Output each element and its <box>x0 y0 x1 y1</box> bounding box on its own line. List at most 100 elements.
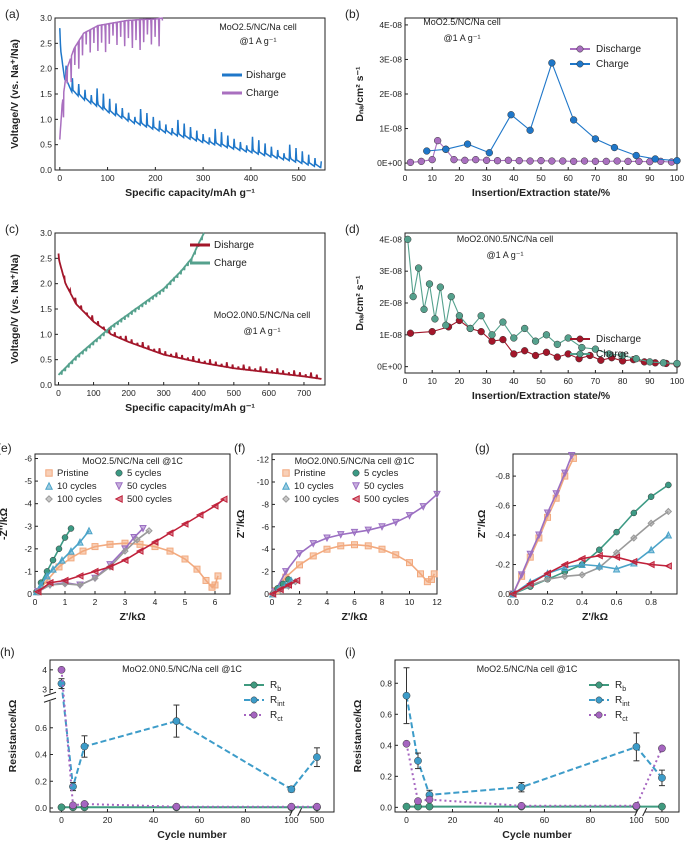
panel-a-ytick-label: 0.0 <box>40 165 52 175</box>
xtick-label: 60 <box>195 815 205 825</box>
data-point <box>578 560 586 569</box>
data-point <box>75 572 84 580</box>
panel-d-xtick-label: 80 <box>618 376 628 386</box>
panel-b-xtick-label: 50 <box>536 173 546 183</box>
xtick-label: 0 <box>404 815 409 825</box>
legend-label: 100 cycles <box>57 494 102 505</box>
data-point <box>90 567 99 576</box>
legend-label: 5 cycles <box>364 468 399 479</box>
data-point <box>664 562 672 570</box>
panel-f-ytick-label: -4 <box>261 544 269 554</box>
axis-break-mark <box>43 697 57 703</box>
data-point <box>526 126 534 134</box>
panel-e-ytick-label: -3 <box>24 521 32 531</box>
legend-marker <box>282 469 290 477</box>
panel-e-ytick-label: -4 <box>24 499 32 509</box>
data-point <box>423 147 431 155</box>
data-point <box>442 145 450 153</box>
data-point <box>537 157 545 165</box>
panel-d-ytick-label: 0E+00 <box>377 362 402 372</box>
data-point <box>106 540 114 548</box>
panel-d-xtick-label: 20 <box>455 376 465 386</box>
panel-c-xtick-label: 300 <box>157 388 171 398</box>
data-point <box>296 561 303 569</box>
axis-break-mark <box>43 691 57 697</box>
data-point <box>450 155 458 164</box>
panel-b-xtick-label: 10 <box>427 173 437 183</box>
data-point <box>172 802 181 811</box>
data-point <box>211 581 219 589</box>
data-point <box>535 531 543 540</box>
charge-curve <box>57 232 205 376</box>
panel-d-xtick-label: 50 <box>536 376 546 386</box>
data-point <box>559 157 567 165</box>
panel-a-ytick-label: 3.0 <box>40 13 52 23</box>
panel-d-xtick-label: 30 <box>482 376 492 386</box>
panel-b-xtick-label: 0 <box>403 173 408 183</box>
data-point <box>543 575 552 583</box>
data-point <box>268 590 277 598</box>
panel-a-xtick-label: 400 <box>244 173 258 183</box>
panel-annotation: @1 A g⁻¹ <box>244 326 281 336</box>
data-point <box>57 665 66 674</box>
xtick-label: 40 <box>494 815 504 825</box>
data-point <box>632 151 640 160</box>
xtick-label: 500 <box>655 815 669 825</box>
panel-f-xtick-label: 4 <box>325 597 330 607</box>
panel-a-xtick-label: 500 <box>292 173 306 183</box>
data-point <box>433 136 442 145</box>
data-point <box>428 155 436 164</box>
panel-c-xtick-label: 0 <box>56 388 61 398</box>
panel-c-xtick-label: 400 <box>192 388 206 398</box>
panel-e-ytick-label: -6 <box>24 454 32 464</box>
data-point <box>69 801 77 810</box>
panel-e-ytick-label: 0 <box>27 589 32 599</box>
fit-line <box>512 510 669 595</box>
legend-marker <box>114 494 123 504</box>
ytick-label: 0.6 <box>380 709 392 719</box>
data-point <box>560 469 569 478</box>
panel-f-xtick-label: 10 <box>405 597 415 607</box>
panel-g-frame <box>512 453 678 595</box>
data-point <box>630 534 638 542</box>
data-point <box>436 283 445 291</box>
data-point <box>193 565 201 573</box>
legend-marker <box>45 469 53 477</box>
data-point <box>195 511 204 519</box>
panel-g-ytick-label: -0.8 <box>495 471 510 481</box>
data-point <box>542 331 551 339</box>
data-point <box>612 553 621 561</box>
axis-break-gap <box>636 807 645 817</box>
legend-label: Rb <box>270 680 281 693</box>
legend-label: 100 cycles <box>294 494 339 505</box>
ytick-label: 3 <box>42 685 47 695</box>
panel-e-ytick-label: -1 <box>24 566 32 576</box>
data-point <box>595 551 603 560</box>
data-point <box>542 348 551 356</box>
panel-b-xtick-label: 20 <box>455 173 465 183</box>
data-point <box>647 519 655 527</box>
discharge-curve <box>59 28 323 169</box>
legend-disharge-label: Disharge <box>214 240 254 251</box>
data-point <box>510 350 518 358</box>
data-point <box>336 531 345 539</box>
data-point <box>425 802 434 811</box>
panel-letter: (h) <box>0 645 15 659</box>
panel-c-xtick-label: 600 <box>262 388 276 398</box>
data-point <box>488 331 496 339</box>
xtick-label: 80 <box>241 815 251 825</box>
data-point <box>49 565 57 573</box>
panel-f-ytick-label: -10 <box>257 477 270 487</box>
ytick-label: 0.2 <box>35 776 47 786</box>
data-point <box>507 111 515 119</box>
legend-label: 10 cycles <box>294 481 334 492</box>
data-point <box>309 540 318 548</box>
data-point <box>37 580 45 589</box>
panel-letter: (d) <box>345 222 360 236</box>
data-point <box>406 158 415 167</box>
data-point <box>210 502 219 510</box>
data-point <box>552 490 560 498</box>
legend-marker <box>45 495 53 503</box>
data-point <box>425 795 434 804</box>
